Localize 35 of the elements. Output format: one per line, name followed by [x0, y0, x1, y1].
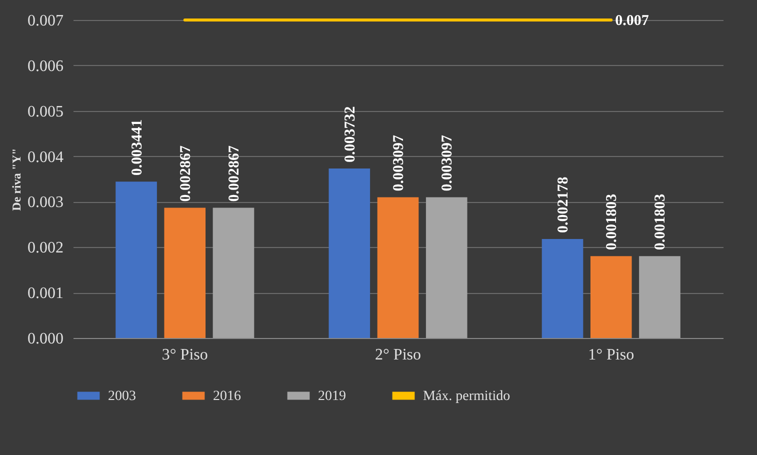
- y-tick-label: 0.004: [28, 148, 64, 166]
- data-label: 0.002867: [226, 145, 242, 202]
- y-tick-label: 0.002: [28, 240, 64, 257]
- data-label: 0.001803: [604, 194, 620, 250]
- y-tick-label: 0.006: [28, 58, 64, 75]
- data-label: 0.002867: [178, 145, 194, 202]
- data-label: 0.003732: [342, 106, 358, 162]
- bar: [164, 208, 206, 338]
- x-tick-label: 1° Piso: [588, 346, 634, 364]
- x-tick-label: 2° Piso: [375, 346, 421, 364]
- legend-label: 2019: [318, 388, 346, 404]
- bar: [212, 208, 254, 338]
- bar: [377, 197, 419, 338]
- y-tick-label: 0.007: [28, 12, 64, 30]
- y-tick-label: 0.000: [28, 330, 64, 348]
- bar: [426, 197, 468, 338]
- legend-label: Máx. permitido: [423, 388, 510, 404]
- data-label: 0.003097: [440, 134, 456, 192]
- data-label: 0.003441: [129, 119, 146, 176]
- bar: [116, 182, 157, 338]
- bar: [590, 256, 632, 338]
- legend-label: 2003: [108, 388, 136, 404]
- y-tick-label: 0.001: [28, 285, 64, 302]
- bar: [542, 239, 584, 338]
- bar: [639, 256, 680, 338]
- data-label: 0.002178: [556, 176, 572, 234]
- bar: [328, 168, 370, 338]
- legend-label: 2016: [213, 388, 241, 404]
- y-axis-title: De riva "Y": [10, 148, 24, 211]
- data-label: 0.001803: [652, 194, 669, 250]
- x-tick-label: 3° Piso: [162, 346, 208, 364]
- y-tick-label: 0.003: [28, 194, 64, 212]
- data-label: 0.007: [615, 13, 650, 29]
- data-label: 0.003097: [391, 134, 407, 192]
- y-tick-label: 0.005: [28, 103, 64, 120]
